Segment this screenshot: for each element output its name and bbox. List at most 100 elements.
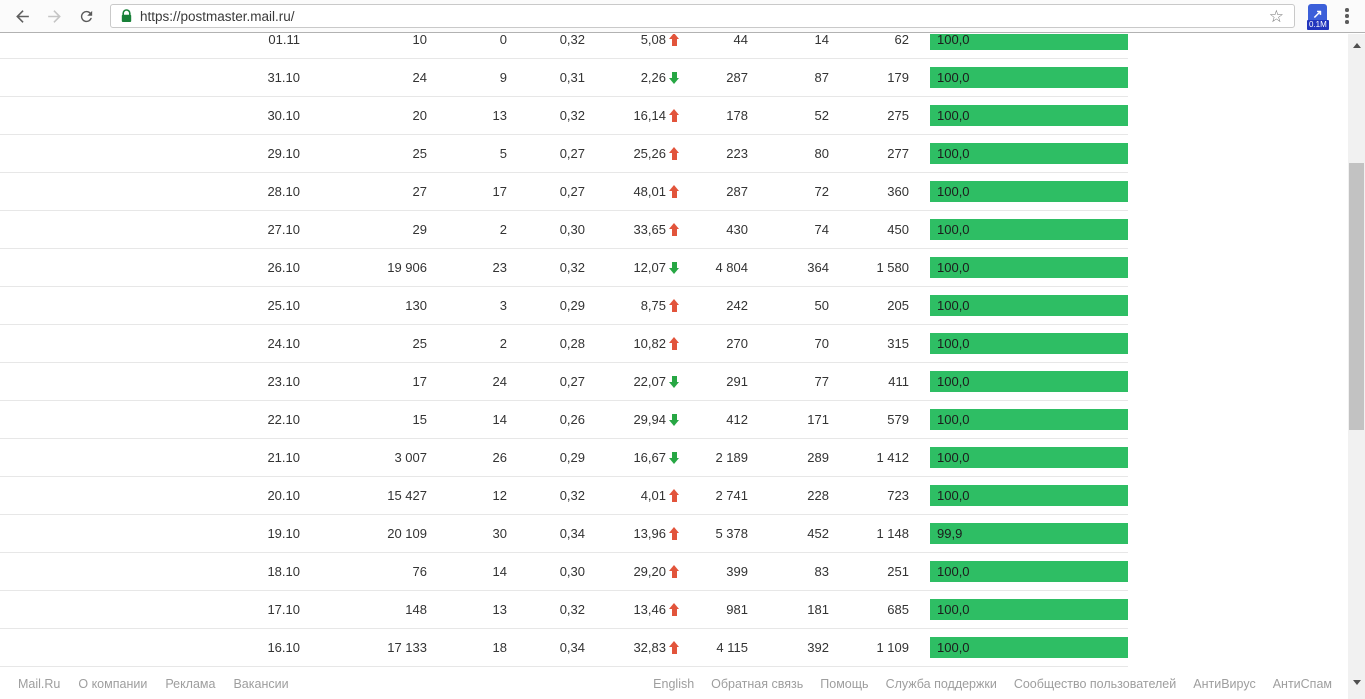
table-row: 29.10 25 5 0,27 25,26 223 80 277 100,0 bbox=[0, 135, 1128, 173]
cell-c5: 242 bbox=[726, 298, 748, 313]
progress-bar-label: 100,0 bbox=[937, 34, 970, 47]
cell-date: 19.10 bbox=[267, 526, 300, 541]
forward-button[interactable] bbox=[40, 2, 68, 30]
cell-c7: 411 bbox=[888, 374, 909, 389]
trend-arrow-icon bbox=[669, 641, 680, 654]
cell-change: 22,07 bbox=[585, 363, 680, 400]
cell-c1: 3 007 bbox=[394, 450, 427, 465]
trend-arrow-icon bbox=[669, 261, 680, 274]
footer-right-link-5[interactable]: АнтиВирус bbox=[1193, 676, 1256, 691]
cell-bar: 100,0 bbox=[930, 135, 1128, 172]
cell-change: 2,26 bbox=[585, 59, 680, 96]
cell-date: 16.10 bbox=[267, 640, 300, 655]
extension-button[interactable]: ↗ 0.1M bbox=[1307, 2, 1329, 30]
table-row: 20.10 15 427 12 0,32 4,01 2 741 228 723 … bbox=[0, 477, 1128, 515]
cell-c2: 9 bbox=[499, 70, 507, 85]
footer-left-link-3[interactable]: Вакансии bbox=[233, 676, 289, 691]
table-row: 31.10 24 9 0,31 2,26 287 87 179 100,0 bbox=[0, 59, 1128, 97]
cell-date: 21.10 bbox=[267, 450, 300, 465]
cell-c5: 4 115 bbox=[716, 640, 748, 655]
footer-right-link-0[interactable]: English bbox=[653, 676, 695, 691]
footer-left-link-1[interactable]: О компании bbox=[78, 676, 148, 691]
table-row: 30.10 20 13 0,32 16,14 178 52 275 100,0 bbox=[0, 97, 1128, 135]
footer-right-link-2[interactable]: Помощь bbox=[820, 676, 869, 691]
cell-gap bbox=[909, 34, 930, 58]
cell-bar: 100,0 bbox=[930, 211, 1128, 248]
cell-c2: 13 bbox=[492, 602, 507, 617]
cell-c1: 20 109 bbox=[387, 526, 427, 541]
reload-button[interactable] bbox=[72, 2, 100, 30]
cell-c3: 0,31 bbox=[559, 70, 585, 85]
cell-gap bbox=[909, 629, 930, 666]
scrollbar-thumb[interactable] bbox=[1349, 163, 1364, 430]
trend-arrow-icon bbox=[669, 565, 680, 578]
back-button[interactable] bbox=[8, 2, 36, 30]
cell-bar: 100,0 bbox=[930, 439, 1128, 476]
cell-c7: 1 580 bbox=[876, 260, 909, 275]
cell-c1: 25 bbox=[412, 146, 427, 161]
cell-c1: 17 133 bbox=[387, 640, 427, 655]
reload-icon bbox=[80, 10, 92, 22]
footer-right-link-3[interactable]: Служба поддержки bbox=[885, 676, 997, 691]
cell-bar: 100,0 bbox=[930, 363, 1128, 400]
cell-c6: 50 bbox=[814, 298, 829, 313]
cell-c5: 412 bbox=[726, 412, 748, 427]
cell-c7: 1 148 bbox=[876, 526, 909, 541]
cell-c5: 981 bbox=[726, 602, 748, 617]
vertical-scrollbar[interactable] bbox=[1348, 34, 1365, 699]
table-row: 23.10 17 24 0,27 22,07 291 77 411 100,0 bbox=[0, 363, 1128, 401]
trend-arrow-icon bbox=[669, 375, 680, 388]
cell-c5: 178 bbox=[726, 108, 748, 123]
progress-bar: 100,0 bbox=[930, 637, 1128, 658]
cell-c5: 2 741 bbox=[715, 488, 748, 503]
cell-date: 25.10 bbox=[267, 298, 300, 313]
footer-right-link-1[interactable]: Обратная связь bbox=[711, 676, 804, 691]
cell-c3: 0,29 bbox=[559, 450, 585, 465]
footer-right-link-4[interactable]: Сообщество пользователей bbox=[1013, 676, 1177, 691]
table-row: 25.10 130 3 0,29 8,75 242 50 205 100,0 bbox=[0, 287, 1128, 325]
progress-bar-label: 100,0 bbox=[937, 412, 970, 427]
footer-left-link-0[interactable]: Mail.Ru bbox=[18, 676, 61, 691]
table-body: 01.11 10 0 0,32 5,08 44 14 62 100,0 31.1… bbox=[0, 34, 1128, 667]
cell-bar: 100,0 bbox=[930, 325, 1128, 362]
cell-c6: 80 bbox=[814, 146, 829, 161]
table-row: 27.10 29 2 0,30 33,65 430 74 450 100,0 bbox=[0, 211, 1128, 249]
progress-bar-label: 100,0 bbox=[937, 146, 970, 161]
table-row: 24.10 25 2 0,28 10,82 270 70 315 100,0 bbox=[0, 325, 1128, 363]
progress-bar-label: 100,0 bbox=[937, 564, 970, 579]
cell-c2: 12 bbox=[492, 488, 507, 503]
cell-change: 5,08 bbox=[585, 34, 680, 58]
browser-menu-button[interactable] bbox=[1337, 2, 1357, 30]
scroll-down-arrow-icon[interactable] bbox=[1352, 680, 1361, 685]
cell-bar: 100,0 bbox=[930, 59, 1128, 96]
cell-change: 32,83 bbox=[585, 629, 680, 666]
progress-bar: 100,0 bbox=[930, 409, 1128, 430]
scroll-up-arrow-icon[interactable] bbox=[1352, 43, 1361, 48]
bookmark-star-icon[interactable]: ☆ bbox=[1268, 6, 1284, 26]
cell-date: 22.10 bbox=[267, 412, 300, 427]
url-text[interactable]: https://postmaster.mail.ru/ bbox=[140, 8, 295, 24]
table-row: 17.10 148 13 0,32 13,46 981 181 685 100,… bbox=[0, 591, 1128, 629]
cell-c7: 251 bbox=[887, 564, 909, 579]
cell-date: 30.10 bbox=[267, 108, 300, 123]
progress-bar: 100,0 bbox=[930, 371, 1128, 392]
footer-left-link-2[interactable]: Реклама bbox=[165, 676, 216, 691]
footer-right-link-6[interactable]: АнтиСпам bbox=[1272, 676, 1332, 691]
address-bar[interactable]: https://postmaster.mail.ru/ ☆ bbox=[110, 4, 1295, 28]
cell-c1: 10 bbox=[412, 34, 427, 47]
cell-c7: 450 bbox=[887, 222, 909, 237]
cell-bar: 100,0 bbox=[930, 401, 1128, 438]
cell-bar: 100,0 bbox=[930, 97, 1128, 134]
cell-gap bbox=[909, 211, 930, 248]
cell-c6: 364 bbox=[807, 260, 829, 275]
cell-c2: 26 bbox=[492, 450, 507, 465]
cell-c2: 14 bbox=[492, 412, 507, 427]
progress-bar-label: 100,0 bbox=[937, 260, 970, 275]
cell-c1: 27 bbox=[412, 184, 427, 199]
cell-change: 8,75 bbox=[585, 287, 680, 324]
cell-c3: 0,27 bbox=[559, 374, 585, 389]
cell-c5: 2 189 bbox=[715, 450, 748, 465]
extension-icon: ↗ bbox=[1308, 4, 1327, 23]
cell-change: 29,20 bbox=[585, 553, 680, 590]
